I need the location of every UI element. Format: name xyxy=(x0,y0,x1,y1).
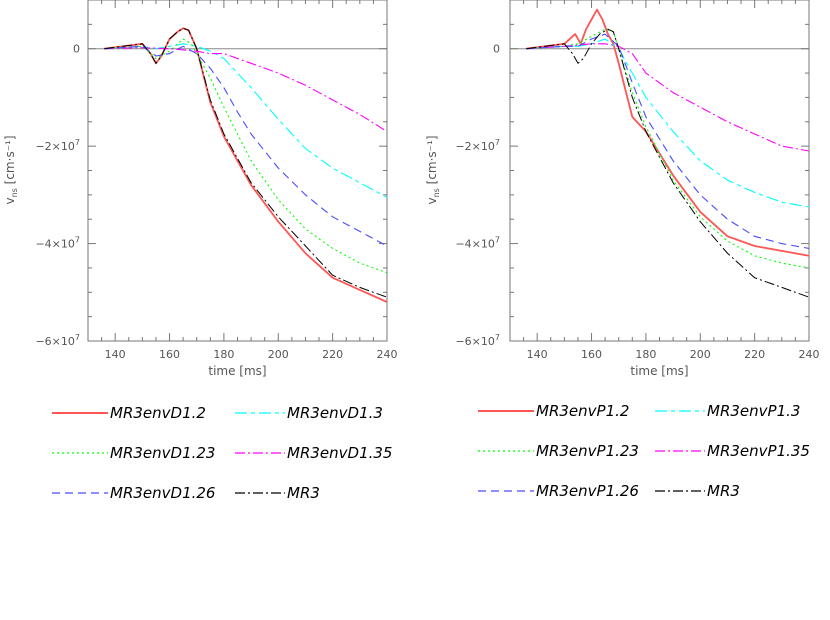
left-legend-label-mr3: MR3 xyxy=(287,484,320,502)
left-x-tick-label: 180 xyxy=(213,348,234,361)
left-legend-label-mr3envd1-26: MR3envD1.26 xyxy=(110,484,215,502)
right-series-mr3envp1-35 xyxy=(526,43,809,152)
left-x-tick-label: 240 xyxy=(377,348,398,361)
right-chart: 140 160 180 200 220 240 0 −2×107 −4×107 −6×107 tim… xyxy=(425,0,820,378)
right-plot-frame xyxy=(509,0,810,342)
right-legend-label-mr3envp1-23: MR3envP1.23 xyxy=(536,442,639,460)
left-series-mr3envd1-2 xyxy=(104,27,387,303)
right-x-tick-label: 200 xyxy=(690,348,711,361)
left-plot-frame xyxy=(87,0,388,342)
left-x-tick-label: 160 xyxy=(159,348,180,361)
right-x-tick-label: 180 xyxy=(635,348,656,361)
left-x-tick-label: 200 xyxy=(268,348,289,361)
right-legend-label-mr3: MR3 xyxy=(707,482,740,500)
left-y-tick-label: 0 xyxy=(73,43,80,56)
left-y-tick-label: −2×107 xyxy=(35,138,80,153)
left-legend-label-mr3envd1-35: MR3envD1.35 xyxy=(287,444,392,462)
left-chart: 140 160 180 200 220 240 0 −2×107 −4×107 −6×107 tim… xyxy=(3,0,398,378)
right-series-mr3envp1-2 xyxy=(526,8,809,257)
left-x-axis-label: time [ms] xyxy=(208,364,266,378)
left-y-tick-label: −6×107 xyxy=(35,333,80,348)
right-series-mr3 xyxy=(526,28,809,298)
right-legend: MR3envP1.2 MR3envP1.3 MR3envP1.23 MR3envP1.… xyxy=(478,402,810,500)
right-series-mr3envp1-23 xyxy=(526,28,809,269)
left-legend-label-mr3envd1-3: MR3envD1.3 xyxy=(287,404,383,422)
right-series-mr3envp1-3 xyxy=(526,38,809,208)
right-y-tick-label: 0 xyxy=(493,43,500,56)
right-y-axis-label: vns [cm·s⁻¹] xyxy=(425,135,441,204)
left-series-mr3envd1-26 xyxy=(104,45,387,247)
left-y-tick-label: −4×107 xyxy=(35,236,80,251)
left-series-mr3 xyxy=(104,27,387,298)
right-x-tick-label: 140 xyxy=(527,348,548,361)
right-legend-label-mr3envp1-2: MR3envP1.2 xyxy=(536,402,629,420)
left-legend-label-mr3envd1-2: MR3envD1.2 xyxy=(110,404,206,422)
left-series-mr3envd1-23 xyxy=(104,38,387,274)
right-y-tick-label: −6×107 xyxy=(455,333,500,348)
right-x-tick-label: 220 xyxy=(744,348,765,361)
right-y-tick-label: −4×107 xyxy=(455,236,500,251)
left-x-tick-label: 220 xyxy=(322,348,343,361)
left-y-axis-label: vns [cm·s⁻¹] xyxy=(3,135,19,204)
right-legend-label-mr3envp1-3: MR3envP1.3 xyxy=(707,402,800,420)
right-legend-label-mr3envp1-26: MR3envP1.26 xyxy=(536,482,639,500)
left-legend: MR3envD1.2 MR3envD1.3 MR3envD1.23 MR3envD1.… xyxy=(52,404,392,502)
right-x-axis-label: time [ms] xyxy=(630,364,688,378)
right-x-tick-label: 240 xyxy=(799,348,820,361)
right-y-tick-label: −2×107 xyxy=(455,138,500,153)
left-series-mr3envd1-35 xyxy=(104,47,387,132)
left-legend-label-mr3envd1-23: MR3envD1.23 xyxy=(110,444,215,462)
left-x-tick-label: 140 xyxy=(105,348,126,361)
right-series-mr3envp1-26 xyxy=(526,33,809,249)
right-legend-label-mr3envp1-35: MR3envP1.35 xyxy=(707,442,810,460)
right-x-tick-label: 160 xyxy=(581,348,602,361)
